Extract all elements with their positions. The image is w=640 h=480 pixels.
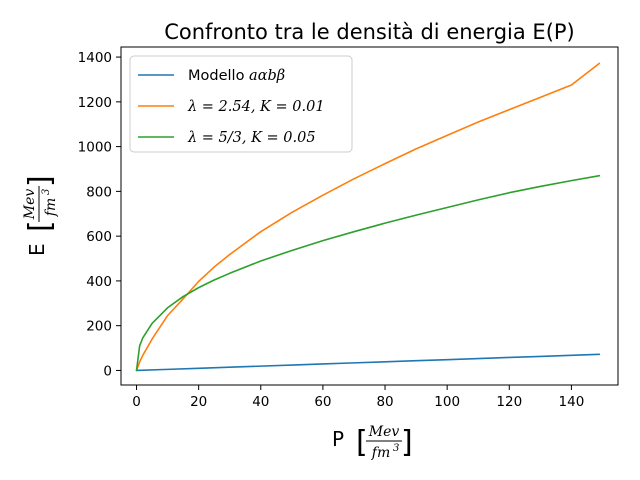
y-tick-label: 1000 [78, 140, 112, 156]
x-tick-label: 140 [559, 394, 585, 410]
x-axis-label: P [ Mev fm 3 ] [332, 424, 413, 461]
y-axis-bracket-open: [ [23, 220, 58, 232]
series-layer [135, 62, 601, 372]
series-line-3 [135, 174, 601, 372]
y-axis-bracket-close: ] [23, 175, 58, 187]
x-tick-label: 60 [314, 394, 331, 410]
y-tick-label: 600 [86, 229, 112, 245]
legend-label-math: λ = 2.54, K = 0.01 [187, 99, 325, 115]
y-axis-unit-numerator: Mev [22, 189, 38, 221]
x-tick-label: 100 [434, 394, 460, 410]
y-axis-label: E [ Mev fm 3 ] [22, 175, 59, 256]
axes-frame [120, 46, 619, 386]
series-line-1 [135, 353, 601, 372]
x-tick-label: 80 [376, 394, 393, 410]
legend-label-3: λ = 5/3, K = 0.05 [187, 130, 316, 146]
y-tick-label: 0 [103, 363, 112, 379]
y-axis: 0 200 400 600 800 1000 1200 1400 [78, 50, 121, 379]
legend-label-2: λ = 2.54, K = 0.01 [187, 99, 325, 115]
x-axis-bracket-open: [ [356, 425, 368, 460]
series-line-2 [135, 62, 601, 372]
legend-label-math: aαbβ [249, 68, 285, 84]
x-axis-unit-exponent: 3 [393, 443, 399, 454]
x-axis: 0 20 40 60 80 100 120 140 [132, 385, 584, 410]
legend-label-1: Modello aαbβ [188, 68, 285, 84]
legend: Modello aαbβ λ = 2.54, K = 0.01 λ = 5/3, K… [129, 55, 353, 153]
x-tick-label: 20 [190, 394, 207, 410]
legend-frame [129, 55, 353, 153]
y-axis-unit-denominator: fm [43, 198, 59, 217]
x-axis-unit-denominator: fm [371, 445, 390, 461]
x-axis-bracket-close: ] [401, 425, 413, 460]
y-tick-label: 800 [86, 184, 112, 200]
y-tick-label: 1200 [78, 95, 112, 111]
x-tick-label: 0 [132, 394, 141, 410]
y-axis-unit-exponent: 3 [41, 189, 52, 195]
legend-entries: Modello aαbβ λ = 2.54, K = 0.01 λ = 5/3, K… [138, 68, 325, 146]
chart-title: Confronto tra le densità di energia E(P) [164, 20, 575, 44]
y-tick-label: 1400 [78, 50, 112, 66]
y-axis-symbol: E [25, 243, 49, 256]
y-tick-label: 400 [86, 274, 112, 290]
x-axis-unit-numerator: Mev [368, 424, 400, 440]
x-tick-label: 120 [496, 394, 522, 410]
legend-label-text: Modello [188, 68, 249, 84]
legend-label-math: λ = 5/3, K = 0.05 [187, 130, 316, 146]
x-tick-label: 40 [252, 394, 269, 410]
y-tick-label: 200 [86, 319, 112, 335]
x-axis-symbol: P [332, 427, 344, 451]
